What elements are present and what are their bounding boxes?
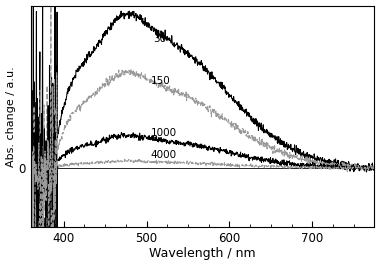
Text: 4000: 4000 xyxy=(151,150,177,160)
Text: 1000: 1000 xyxy=(151,128,177,138)
X-axis label: Wavelength / nm: Wavelength / nm xyxy=(149,247,256,260)
Text: 30: 30 xyxy=(153,34,166,44)
Text: 150: 150 xyxy=(151,76,171,86)
Y-axis label: Abs. change / a.u.: Abs. change / a.u. xyxy=(6,66,16,167)
